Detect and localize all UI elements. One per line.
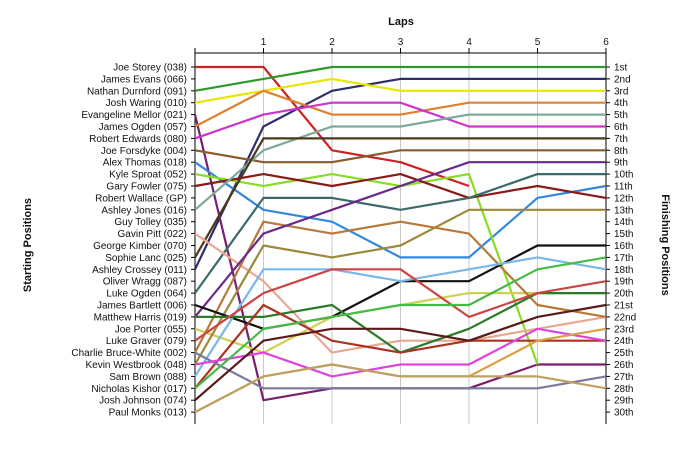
starting-position-label: Kevin Westbrook (048)	[85, 360, 187, 371]
starting-position-label: Robert Wallace (GP)	[95, 193, 187, 204]
finishing-position-label: 16th	[614, 241, 633, 252]
axes: 1 2 3 4 5 6	[191, 37, 610, 413]
finishing-position-label: 25th	[614, 348, 633, 359]
starting-position-label: Joe Storey (038)	[113, 63, 187, 74]
series-line-22	[194, 268, 607, 342]
labels: Joe Storey (038)James Evans (066)Nathan …	[71, 63, 636, 419]
x-tick-label: 4	[466, 37, 472, 48]
series-line-2	[194, 65, 606, 92]
series-line-24	[194, 351, 607, 390]
finishing-position-label: 27th	[614, 372, 633, 383]
series-line-25	[194, 327, 607, 378]
starting-position-label: Gavin Pitt (022)	[118, 229, 187, 240]
starting-position-label: Alex Thomas (018)	[103, 158, 187, 169]
starting-position-label: George Kimber (070)	[93, 241, 187, 252]
starting-position-label: Josh Johnson (074)	[99, 396, 187, 407]
finishing-position-label: 18th	[614, 265, 633, 276]
series-line-1	[194, 77, 606, 270]
starting-position-label: Sam Brown (088)	[109, 372, 187, 383]
y-axis-title-left: Starting Positions	[22, 198, 34, 292]
x-tick-label: 3	[398, 37, 404, 48]
finishing-position-label: 5th	[614, 110, 628, 121]
starting-position-label: Guy Tolley (035)	[114, 217, 187, 228]
series-line-12	[194, 113, 606, 211]
series-line-17	[194, 220, 607, 354]
finishing-position-label: 13th	[614, 205, 633, 216]
series-line-6	[194, 101, 606, 140]
finishing-position-label: 22nd	[614, 312, 636, 323]
starting-position-label: Gary Fowler (075)	[106, 182, 187, 193]
starting-position-label: Oliver Wragg (087)	[103, 277, 187, 288]
finishing-position-label: 6th	[614, 122, 628, 133]
finishing-position-label: 11th	[614, 182, 633, 193]
series-line-11	[194, 173, 606, 294]
starting-position-label: James Bartlett (006)	[97, 301, 187, 312]
finishing-position-label: 15th	[614, 229, 633, 240]
finishing-position-label: 8th	[614, 146, 628, 157]
starting-position-label: Ashley Crossey (011)	[92, 265, 187, 276]
finishing-position-label: 2nd	[614, 74, 631, 85]
series-line-28	[194, 303, 607, 402]
finishing-position-label: 24th	[614, 336, 633, 347]
starting-position-label: Joe Porter (055)	[115, 324, 187, 335]
starting-position-label: Joe Forsdyke (004)	[101, 146, 187, 157]
finishing-position-label: 28th	[614, 384, 633, 395]
finishing-position-label: 30th	[614, 408, 633, 419]
finishing-position-label: 12th	[614, 193, 633, 204]
finishing-position-label: 10th	[614, 170, 633, 181]
finishing-position-label: 26th	[614, 360, 633, 371]
starting-position-label: Robert Edwards (080)	[89, 134, 187, 145]
starting-position-label: James Evans (066)	[101, 74, 187, 85]
finishing-position-label: 17th	[614, 253, 633, 264]
starting-position-label: Nathan Durnford (091)	[87, 86, 187, 97]
series-line-5	[194, 89, 606, 128]
starting-position-label: Nicholas Kishor (017)	[91, 384, 187, 395]
starting-position-label: Charlie Bruce-White (002)	[71, 348, 187, 359]
series-line-7	[194, 149, 606, 164]
series-line-16	[194, 208, 606, 366]
series-lines	[193, 65, 607, 414]
series-line-10	[194, 173, 607, 199]
finishing-position-label: 20th	[614, 289, 633, 300]
finishing-position-label: 9th	[614, 158, 628, 169]
x-tick-label: 6	[603, 37, 609, 48]
x-tick-label: 5	[535, 37, 541, 48]
starting-position-label: Sophie Lanc (025)	[105, 253, 187, 264]
finishing-position-label: 21st	[614, 301, 633, 312]
y-axis-title-right: Finishing Positions	[659, 194, 671, 295]
finishing-position-label: 14th	[614, 217, 633, 228]
x-axis-title: Laps	[388, 16, 414, 28]
series-line-13	[194, 137, 606, 258]
finishing-position-label: 29th	[614, 396, 633, 407]
starting-position-label: James Ogden (057)	[99, 122, 187, 133]
starting-position-label: Luke Ogden (064)	[106, 289, 187, 300]
starting-position-label: Kyle Sproat (052)	[109, 170, 187, 181]
x-tick-label: 2	[329, 37, 335, 48]
series-line-8	[194, 161, 607, 259]
finishing-position-label: 7th	[614, 134, 628, 145]
series-line-29	[194, 363, 607, 414]
starting-position-label: Luke Graver (079)	[106, 336, 187, 347]
series-line-27	[194, 256, 607, 390]
finishing-position-label: 1st	[614, 63, 628, 74]
finishing-position-label: 4th	[614, 98, 628, 109]
series-line-0	[195, 65, 470, 188]
finishing-position-label: 19th	[614, 277, 633, 288]
series-line-18	[194, 161, 606, 318]
starting-position-label: Matthew Harris (019)	[94, 312, 187, 323]
x-tick-label: 1	[261, 37, 267, 48]
finishing-position-label: 23rd	[614, 324, 634, 335]
starting-position-label: Evangeline Mellor (021)	[81, 110, 187, 121]
starting-position-label: Ashley Jones (016)	[101, 205, 187, 216]
starting-position-label: Paul Monks (013)	[109, 408, 187, 419]
series-line-20	[194, 256, 607, 377]
finishing-position-label: 3rd	[614, 86, 628, 97]
starting-position-label: Josh Waring (010)	[106, 98, 187, 109]
